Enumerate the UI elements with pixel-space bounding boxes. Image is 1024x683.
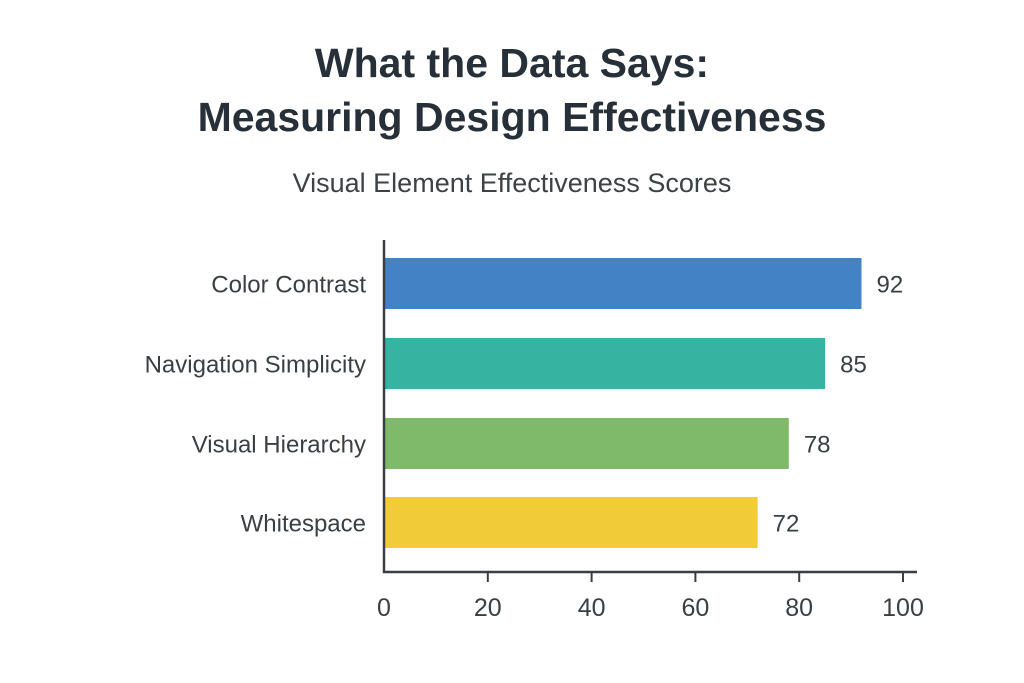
category-label: Visual Hierarchy: [192, 432, 366, 459]
data-label: 78: [804, 432, 831, 459]
data-label: 85: [840, 352, 867, 379]
x-tick-label: 100: [882, 594, 924, 622]
chart-title-line-1: What the Data Says:: [314, 40, 710, 86]
category-label: Color Contrast: [211, 272, 366, 299]
category-label: Navigation Simplicity: [145, 352, 366, 379]
bar-color-contrast: [384, 258, 862, 309]
chart-subtitle: Visual Element Effectiveness Scores: [292, 168, 732, 198]
chart-title-line-2: Measuring Design Effectiveness: [197, 94, 827, 140]
bar-navigation-simplicity: [384, 338, 826, 389]
bar-whitespace: [384, 497, 758, 548]
x-tick-label: 0: [377, 594, 391, 622]
data-label: 92: [876, 272, 903, 299]
x-tick-label: 60: [681, 594, 709, 622]
x-tick-label: 40: [578, 594, 606, 622]
x-tick-label: 20: [474, 594, 502, 622]
data-label: 72: [773, 511, 800, 538]
bar-visual-hierarchy: [384, 418, 789, 469]
x-tick-label: 80: [785, 594, 813, 622]
category-label: Whitespace: [241, 511, 366, 538]
